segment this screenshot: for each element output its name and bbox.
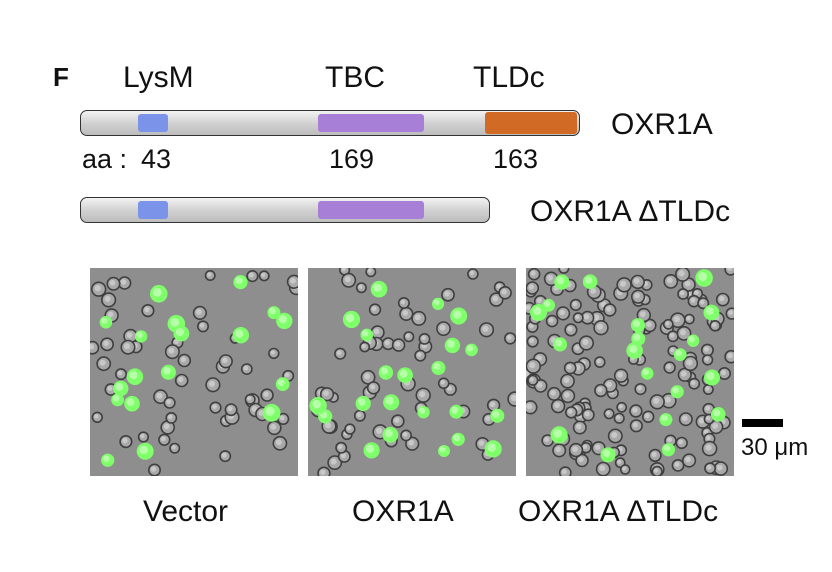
caption-vector: Vector	[143, 495, 229, 528]
caption-oxr1a-dtldc: OXR1A ΔTLDc	[518, 495, 719, 528]
domain-label-tbc: TBC	[325, 61, 385, 94]
micrograph-vector	[90, 268, 298, 476]
cell-image	[90, 268, 298, 476]
aa-length-tldc: 163	[493, 144, 539, 174]
micrograph-oxr1a-dtldc	[526, 268, 734, 476]
scale-bar	[742, 419, 783, 427]
micrograph-oxr1a	[308, 268, 516, 476]
oxr1a-protein-bar	[80, 110, 580, 136]
lysm-domain	[138, 201, 168, 219]
tbc-domain	[318, 201, 424, 219]
aa-length-tbc: 169	[329, 144, 375, 174]
aa-prefix: aa :	[82, 144, 128, 174]
aa-length-lysm: 43	[141, 144, 172, 174]
cell-image	[526, 268, 734, 476]
cell-image	[308, 268, 516, 476]
construct-name-oxr1a-dtldc: OXR1A ΔTLDc	[530, 195, 731, 228]
scale-bar-label: 30 μm	[741, 434, 809, 461]
tbc-domain	[318, 114, 424, 132]
domain-label-lysm: LysM	[123, 61, 194, 94]
tldc-domain	[485, 112, 577, 134]
lysm-domain	[138, 114, 168, 132]
domain-label-tldc: TLDc	[473, 61, 545, 94]
oxr1a-dtldc-protein-bar	[80, 197, 490, 223]
construct-name-oxr1a: OXR1A	[611, 108, 713, 141]
caption-oxr1a: OXR1A	[352, 495, 454, 528]
panel-letter: F	[53, 62, 69, 92]
